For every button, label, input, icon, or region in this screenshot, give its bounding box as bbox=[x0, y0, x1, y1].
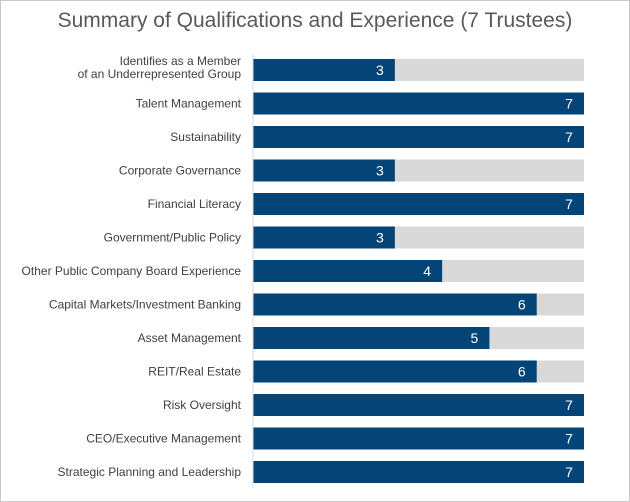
data-label: 3 bbox=[376, 230, 384, 246]
data-label: 4 bbox=[423, 263, 431, 279]
bar bbox=[253, 193, 584, 215]
bar bbox=[253, 327, 490, 349]
data-label: 7 bbox=[565, 129, 573, 145]
category-label: Financial Literacy bbox=[148, 197, 241, 211]
bar bbox=[253, 226, 395, 249]
data-label: 5 bbox=[471, 330, 479, 346]
bar bbox=[253, 126, 584, 148]
bar bbox=[253, 59, 395, 81]
data-label: 7 bbox=[565, 431, 573, 447]
bar bbox=[253, 92, 584, 115]
category-label: Risk Oversight bbox=[163, 398, 242, 412]
data-label: 3 bbox=[376, 62, 384, 78]
data-label: 7 bbox=[565, 196, 573, 212]
category-label: Other Public Company Board Experience bbox=[22, 264, 242, 278]
bar bbox=[253, 360, 537, 383]
category-label: Corporate Governance bbox=[119, 164, 241, 178]
category-label: of an Underrepresented Group bbox=[78, 67, 242, 81]
bar bbox=[253, 159, 395, 182]
bar bbox=[253, 260, 443, 282]
category-label: Strategic Planning and Leadership bbox=[58, 465, 242, 479]
category-label: Sustainability bbox=[170, 130, 241, 144]
bar bbox=[253, 293, 537, 316]
category-label: Asset Management bbox=[138, 331, 242, 345]
chart-title: Summary of Qualifications and Experience… bbox=[57, 9, 573, 32]
bar bbox=[253, 394, 584, 416]
data-label: 6 bbox=[518, 364, 526, 380]
bar bbox=[253, 461, 584, 483]
data-label: 6 bbox=[518, 297, 526, 313]
category-label: Capital Markets/Investment Banking bbox=[49, 298, 241, 312]
category-label: Government/Public Policy bbox=[104, 231, 241, 245]
data-label: 3 bbox=[376, 163, 384, 179]
category-label: Talent Management bbox=[136, 97, 242, 111]
category-label: REIT/Real Estate bbox=[148, 365, 241, 379]
data-label: 7 bbox=[565, 96, 573, 112]
category-label: CEO/Executive Management bbox=[86, 432, 241, 446]
data-label: 7 bbox=[565, 464, 573, 480]
bar bbox=[253, 427, 584, 450]
category-label: Identifies as a Member bbox=[120, 54, 241, 68]
data-label: 7 bbox=[565, 397, 573, 413]
